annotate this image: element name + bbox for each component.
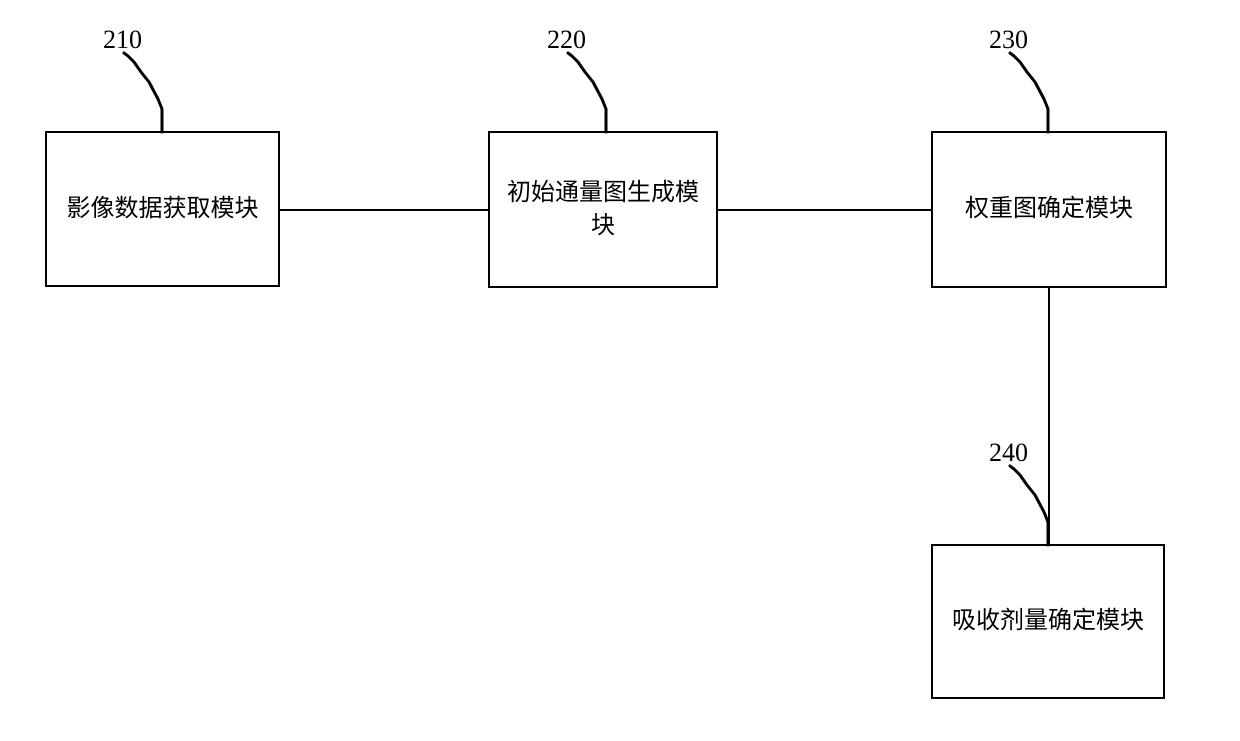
- node-label: 吸收剂量确定模块: [952, 605, 1144, 637]
- node-label: 权重图确定模块: [965, 193, 1133, 225]
- node-n210: 影像数据获取模块: [46, 132, 279, 286]
- node-n220: 初始通量图生成模块: [489, 132, 717, 287]
- node-label: 影像数据获取模块: [67, 193, 259, 225]
- tag-t240: 240: [989, 438, 1028, 468]
- tag-t230: 230: [989, 25, 1028, 55]
- node-n240: 吸收剂量确定模块: [932, 545, 1164, 698]
- node-n230: 权重图确定模块: [932, 132, 1166, 287]
- tag-t220: 220: [547, 25, 586, 55]
- node-label: 初始通量图生成模块: [497, 177, 709, 242]
- tag-t210: 210: [103, 25, 142, 55]
